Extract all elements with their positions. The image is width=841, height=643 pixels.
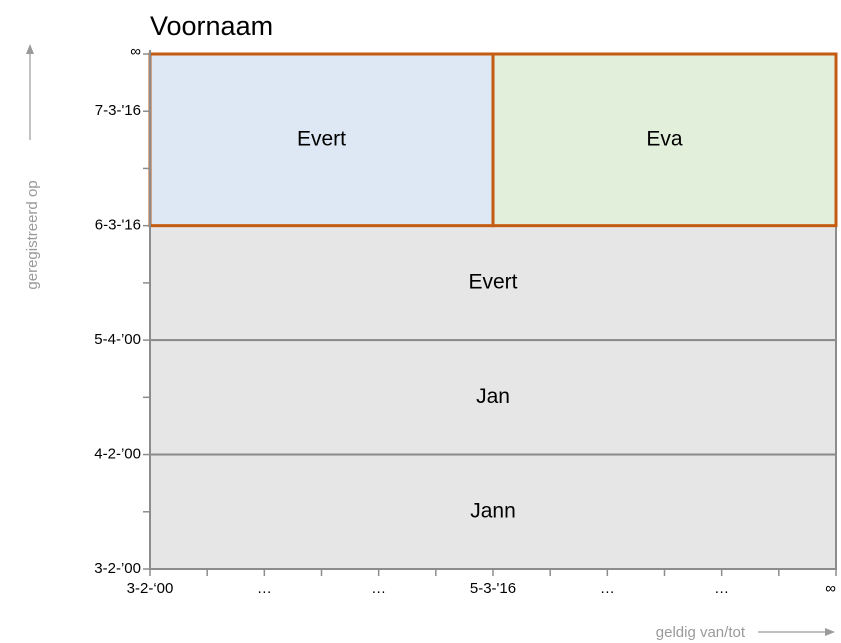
x-tick-label: 3-2-‘00: [127, 580, 174, 597]
y-axis-arrowhead: [26, 44, 34, 54]
cell-label: Jann: [470, 499, 516, 522]
x-tick-label: …: [257, 580, 272, 597]
cell: [149, 339, 837, 456]
x-tick-label: …: [600, 580, 615, 597]
y-tick-label: 3-2-’00: [94, 560, 141, 577]
x-tick-label: ∞: [825, 580, 836, 597]
x-tick-label: …: [371, 580, 386, 597]
y-axis-label: geregistreerd op: [24, 180, 41, 289]
y-tick-label: 6-3-'16: [95, 217, 141, 234]
cells: Evert Jan Jann Evert Eva: [148, 52, 838, 570]
x-tick-label: …: [714, 580, 729, 597]
cell-label: Evert: [297, 127, 346, 150]
cell-label: Eva: [646, 127, 683, 150]
y-tick-label: 4-2-’00: [94, 446, 141, 463]
title: Voornaam: [150, 11, 273, 41]
cell-label: Evert: [468, 270, 517, 293]
y-tick-label: 5-4-’00: [94, 331, 141, 348]
y-tick-label: ∞: [130, 43, 141, 60]
x-axis-label: geldig van/tot: [656, 624, 746, 641]
cell: [491, 52, 838, 228]
x-tick-label: 5-3-'16: [470, 580, 516, 597]
y-tick-label: 7-3-'16: [95, 102, 141, 119]
axes: ∞ 7-3-'16 6-3-'16 5-4-’00 4-2-’00 3-2-’00 3-2-…: [94, 43, 837, 597]
cell-label: Jan: [476, 385, 510, 408]
x-axis-arrowhead: [825, 628, 835, 636]
